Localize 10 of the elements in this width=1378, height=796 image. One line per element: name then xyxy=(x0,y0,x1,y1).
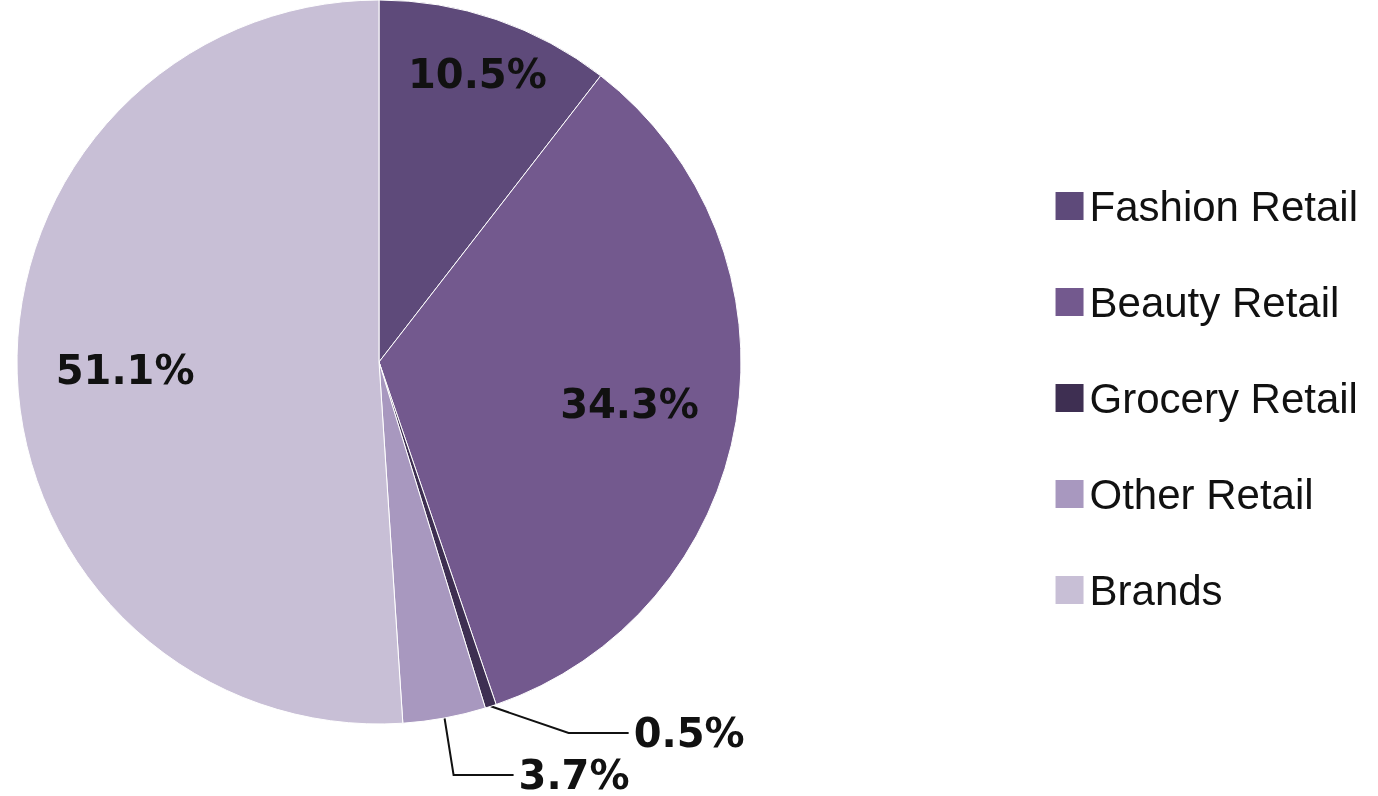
legend-label: Fashion Retail xyxy=(1089,182,1358,230)
data-label: 0.5% xyxy=(633,710,745,756)
data-label: 34.3% xyxy=(560,380,699,427)
legend-label: Grocery Retail xyxy=(1089,374,1358,422)
data-label: 10.5% xyxy=(407,51,547,98)
data-label: 51.1% xyxy=(55,347,195,394)
data-label: 3.7% xyxy=(518,752,630,796)
legend-label: Beauty Retail xyxy=(1089,278,1340,326)
legend-label: Brands xyxy=(1089,566,1223,614)
legend-label: Other Retail xyxy=(1089,470,1314,518)
